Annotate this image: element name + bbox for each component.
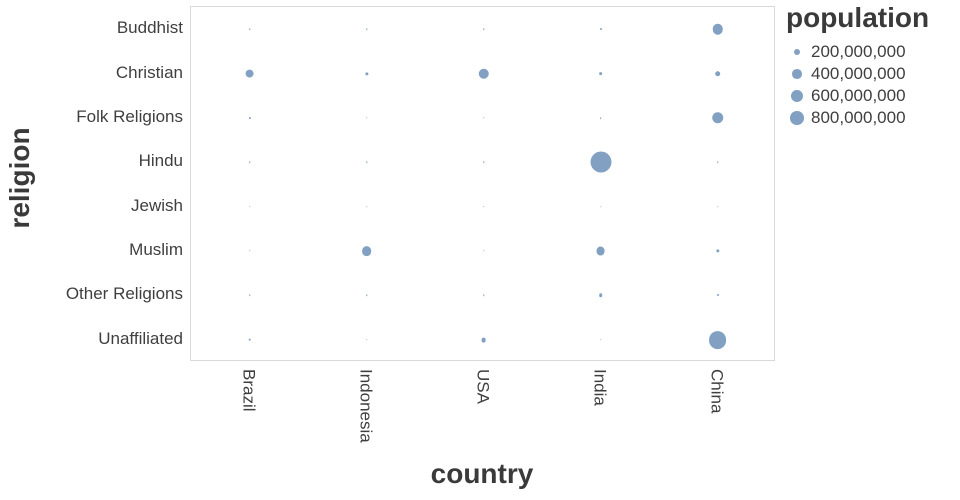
data-point-bubble [248,294,251,297]
legend-size-circle [790,111,804,125]
data-point-bubble [248,338,251,342]
legend-items: 200,000,000 400,000,000 600,000,000 800,000… [786,41,958,129]
y-tick-label: Other Religions [65,284,183,304]
data-point-bubble [245,69,254,78]
legend-item: 200,000,000 [786,41,958,63]
legend-item: 600,000,000 [786,85,958,107]
size-legend: population 200,000,000 400,000,000 600,000… [786,2,958,129]
data-point-bubble [716,294,719,297]
data-point-bubble [716,205,719,208]
y-tick-label: Folk Religions [76,106,183,126]
legend-symbol-cell [786,69,808,79]
plot-area [190,6,775,361]
data-point-bubble [598,71,603,76]
legend-value-label: 800,000,000 [811,108,906,127]
data-point-bubble [599,28,602,31]
y-tick-label: Unaffiliated [98,328,183,348]
y-axis-title: religion [4,127,35,229]
data-point-bubble [599,339,602,341]
data-point-bubble [711,112,724,124]
data-point-bubble [248,28,251,30]
data-point-bubble [364,71,369,76]
data-point-bubble [599,117,602,119]
data-point-bubble [482,205,485,208]
data-point-bubble [481,337,486,343]
data-point-bubble [365,117,368,119]
y-tick-label: Jewish [131,195,183,215]
x-tick-label: China [707,369,727,414]
legend-title: population [786,2,930,33]
data-point-bubble [482,294,485,297]
data-point-bubble [708,330,727,349]
data-point-bubble [596,246,605,256]
data-point-bubble [716,161,719,164]
legend-size-circle [792,69,802,79]
legend-symbol-cell [786,48,808,56]
x-tick-label: USA [473,369,493,404]
x-axis-title: country [430,458,534,489]
legend-item: 800,000,000 [786,107,958,129]
y-tick-label: Muslim [129,240,183,260]
data-point-bubble [248,116,251,119]
y-tick-label: Christian [115,62,183,82]
data-point-bubble [248,205,251,208]
x-tick-label: Brazil [239,369,259,412]
legend-value-label: 400,000,000 [811,64,906,83]
y-tick-label: Buddhist [116,18,183,38]
data-point-bubble [365,205,368,208]
legend-size-circle [793,48,801,56]
data-point-bubble [599,205,602,208]
x-tick-label: India [590,369,610,406]
data-point-bubble [482,250,485,252]
legend-size-circle [791,90,803,102]
data-point-bubble [482,28,485,30]
data-point-bubble [598,293,603,298]
data-point-bubble [590,151,611,173]
legend-symbol-cell [786,111,808,125]
data-point-bubble [478,68,489,79]
data-point-bubble [482,161,485,164]
x-tick-label: Indonesia [356,369,376,443]
data-point-bubble [365,161,368,164]
data-point-bubble [248,250,251,252]
y-tick-label: Hindu [138,151,183,171]
data-point-bubble [365,28,368,30]
data-point-bubble [482,117,485,119]
data-point-bubble [365,294,368,297]
data-point-bubble [365,339,368,341]
data-point-bubble [715,249,720,253]
data-point-bubble [712,23,723,35]
data-point-bubble [361,246,372,256]
legend-value-label: 600,000,000 [811,86,906,105]
data-point-bubble [714,70,721,77]
legend-item: 400,000,000 [786,63,958,85]
data-point-bubble [248,161,251,164]
legend-value-label: 200,000,000 [811,42,906,61]
legend-symbol-cell [786,90,808,102]
